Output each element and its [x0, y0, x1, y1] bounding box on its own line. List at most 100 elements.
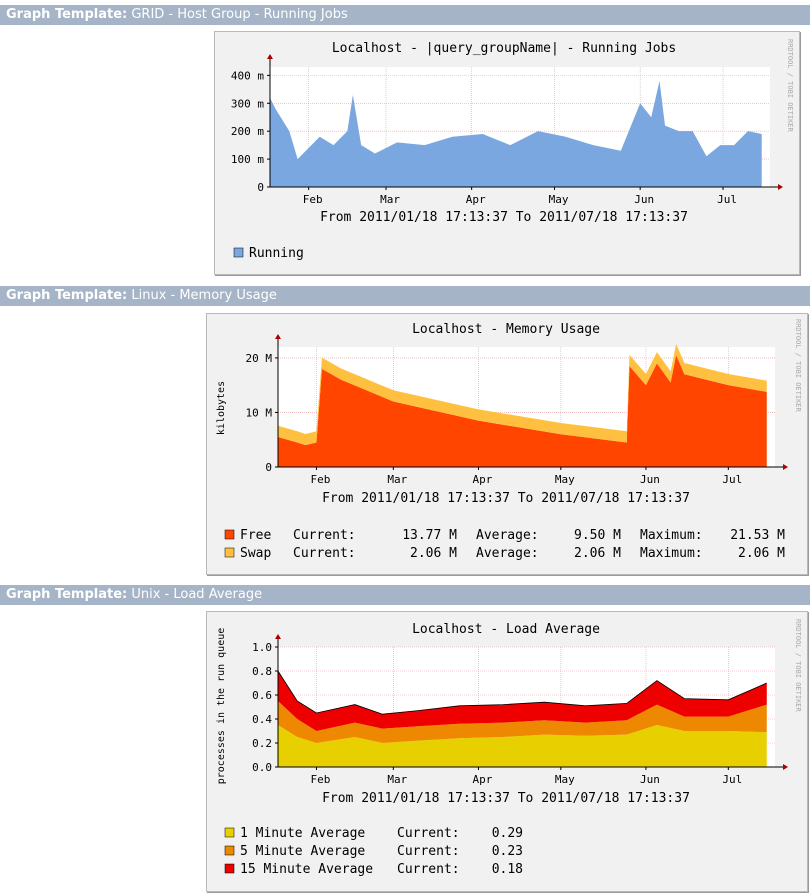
legend-current-value: 0.18	[492, 862, 523, 877]
x-tick-label: Mar	[380, 193, 400, 206]
legend-current-label: Current:	[397, 844, 460, 859]
chart-subtitle: From 2011/01/18 17:13:37 To 2011/07/18 1…	[322, 791, 690, 806]
chart-load-average: Localhost - Load Average RRDTOOL / TOBI …	[216, 619, 802, 877]
watermark: RRDTOOL / TOBI OETIKER	[794, 619, 802, 713]
legend-average-value: 2.06 M	[574, 546, 621, 561]
x-tick-label: Feb	[311, 773, 331, 786]
y-tick-label: 0	[257, 181, 264, 194]
legend-swatch-swap	[224, 547, 235, 558]
y-tick-label: 0.6	[252, 689, 272, 702]
watermark: RRDTOOL / TOBI OETIKER	[786, 39, 794, 133]
legend-maximum-label: Maximum:	[640, 528, 703, 543]
legend: Free Current: 13.77 M Average: 9.50 M Ma…	[224, 528, 785, 561]
chart-title: Localhost - |query_groupName| - Running …	[332, 41, 676, 56]
area-series-15-minute-average	[278, 671, 767, 731]
y-axis-arrow	[275, 634, 281, 639]
legend-label-1min: 1 Minute Average	[240, 826, 365, 841]
legend-maximum-value: 21.53 M	[730, 528, 785, 543]
legend-label-5min: 5 Minute Average	[240, 844, 365, 859]
legend-average-value: 9.50 M	[574, 528, 621, 543]
x-tick-label: Mar	[387, 473, 407, 486]
legend-current-label: Current:	[397, 862, 460, 877]
x-tick-label: Apr	[466, 193, 486, 206]
legend-current-value: 2.06 M	[410, 546, 457, 561]
y-axis-label: kilobytes	[216, 381, 227, 435]
plot-area: 0 10 M 20 M Feb Mar Apr May Jun Jul	[246, 334, 788, 486]
legend-swatch-15min	[224, 863, 235, 874]
legend-current-label: Current:	[397, 826, 460, 841]
chart-memory-usage: Localhost - Memory Usage RRDTOOL / TOBI …	[216, 319, 802, 561]
legend-maximum-label: Maximum:	[640, 546, 703, 561]
x-tick-label: Jul	[722, 773, 742, 786]
section-header-label: Graph Template:	[6, 7, 128, 22]
y-tick-label: 1.0	[252, 641, 272, 654]
x-tick-label: Jun	[640, 773, 660, 786]
legend-swatch-1min	[224, 827, 235, 838]
legend-label-free: Free	[240, 528, 271, 543]
section-header-label: Graph Template:	[6, 288, 128, 303]
x-tick-label: Mar	[387, 773, 407, 786]
y-axis-arrow	[275, 334, 281, 339]
y-axis-label: processes in the run queue	[216, 628, 227, 785]
y-axis-arrow	[267, 54, 273, 59]
section-header-memory-usage: Graph Template: Linux - Memory Usage	[0, 286, 810, 306]
section-header-title: GRID - Host Group - Running Jobs	[131, 7, 348, 22]
legend-label-running: Running	[249, 246, 304, 261]
y-tick-label: 400 m	[231, 69, 264, 82]
legend-label-15min: 15 Minute Average	[240, 862, 373, 877]
x-tick-label: Feb	[303, 193, 323, 206]
y-tick-label: 0.8	[252, 665, 272, 678]
chart-title: Localhost - Memory Usage	[412, 322, 600, 337]
y-tick-label: 0.2	[252, 737, 272, 750]
x-tick-label: Jun	[640, 473, 660, 486]
x-tick-label: Jun	[634, 193, 654, 206]
y-tick-label: 0.4	[252, 713, 272, 726]
x-tick-label: Apr	[473, 473, 493, 486]
y-tick-label: 20 M	[246, 352, 273, 365]
legend-current-label: Current:	[293, 528, 356, 543]
chart-running-jobs: Localhost - |query_groupName| - Running …	[231, 39, 794, 261]
legend-current-label: Current:	[293, 546, 356, 561]
y-tick-label: 10 M	[246, 406, 273, 419]
area-series-swap	[278, 343, 767, 446]
plot-area: 0.0 0.2 0.4 0.6 0.8 1.0 Feb Mar Apr May Jun Jul	[252, 634, 788, 786]
legend-average-label: Average:	[476, 528, 539, 543]
x-tick-label: May	[555, 473, 575, 486]
x-tick-label: Feb	[311, 473, 331, 486]
legend-swatch-running	[233, 247, 244, 258]
legend-maximum-value: 2.06 M	[738, 546, 785, 561]
x-axis-arrow	[783, 464, 788, 470]
section-header-label: Graph Template:	[6, 587, 128, 602]
y-tick-label: 200 m	[231, 125, 264, 138]
chart-subtitle: From 2011/01/18 17:13:37 To 2011/07/18 1…	[320, 210, 688, 225]
area-series-5-minute-average	[278, 701, 767, 743]
y-tick-label: 300 m	[231, 97, 264, 110]
legend-label-swap: Swap	[240, 546, 271, 561]
x-tick-label: Jul	[722, 473, 742, 486]
area-series-free	[278, 355, 767, 467]
section-header-running-jobs: Graph Template: GRID - Host Group - Runn…	[0, 5, 810, 25]
area-series-running	[270, 80, 762, 187]
section-header-title: Linux - Memory Usage	[131, 288, 277, 303]
y-tick-label: 0	[265, 461, 272, 474]
legend-current-value: 0.29	[492, 826, 523, 841]
section-header-title: Unix - Load Average	[131, 587, 263, 602]
chart-title: Localhost - Load Average	[412, 622, 600, 637]
legend: 1 Minute Average Current: 0.29 5 Minute …	[224, 826, 523, 877]
series-outline	[277, 670, 767, 715]
legend-average-label: Average:	[476, 546, 539, 561]
x-tick-label: Jul	[717, 193, 737, 206]
x-tick-label: May	[549, 193, 569, 206]
x-axis-arrow	[783, 764, 788, 770]
plot-area: 0 100 m 200 m 300 m 400 m Feb Mar Apr May Jun Jul	[231, 54, 783, 206]
chart-subtitle: From 2011/01/18 17:13:37 To 2011/07/18 1…	[322, 491, 690, 506]
y-tick-label: 0.0	[252, 761, 272, 774]
x-tick-label: May	[555, 773, 575, 786]
x-axis-arrow	[778, 184, 783, 190]
legend-swatch-free	[224, 529, 235, 540]
watermark: RRDTOOL / TOBI OETIKER	[794, 319, 802, 413]
legend-current-value: 13.77 M	[402, 528, 457, 543]
legend-swatch-5min	[224, 845, 235, 856]
y-tick-label: 100 m	[231, 153, 264, 166]
section-header-load-average: Graph Template: Unix - Load Average	[0, 585, 810, 605]
